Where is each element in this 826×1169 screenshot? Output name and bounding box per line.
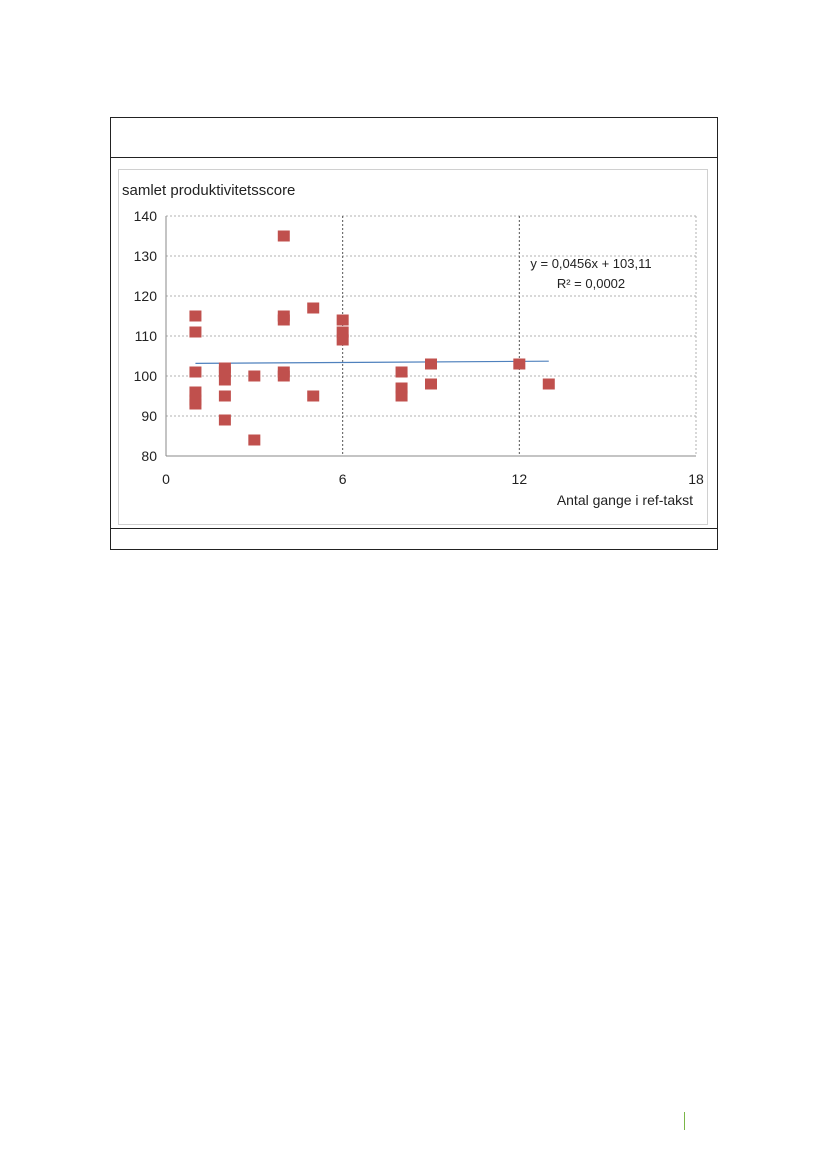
x-tick-label: 18: [688, 471, 704, 487]
data-point: [336, 314, 349, 326]
data-point: [277, 370, 290, 382]
data-point: [189, 310, 202, 322]
data-point: [336, 334, 349, 346]
figure-source-band: [111, 528, 717, 549]
x-tick-labels: 0 6 12 18: [162, 471, 704, 487]
data-point: [425, 358, 437, 370]
data-point: [277, 230, 290, 242]
chart-area: 80 90 100 110 120 130 140 0 6 12 18 samlet produk…: [118, 169, 708, 525]
data-point: [218, 366, 231, 378]
figure-frame: 80 90 100 110 120 130 140 0 6 12 18 samlet produk…: [110, 117, 718, 550]
data-point: [189, 366, 202, 378]
data-point: [248, 370, 261, 382]
y-tick-label: 120: [134, 288, 158, 304]
data-points: [189, 230, 555, 446]
data-point: [395, 366, 408, 378]
data-point: [189, 398, 202, 410]
y-tick-label: 140: [134, 208, 158, 224]
y-tick-labels: 80 90 100 110 120 130 140: [134, 208, 158, 464]
data-point: [218, 414, 231, 426]
y-tick-label: 90: [141, 408, 157, 424]
data-point: [307, 390, 320, 402]
chart-background: [118, 169, 708, 525]
data-point: [336, 326, 349, 338]
x-tick-label: 6: [339, 471, 347, 487]
data-point: [218, 390, 231, 402]
data-point: [248, 434, 261, 446]
y-tick-label: 110: [135, 328, 158, 344]
x-axis-label: Antal gange i ref-takst: [557, 492, 693, 508]
y-tick-label: 80: [141, 448, 157, 464]
data-point: [189, 326, 202, 338]
data-point: [277, 314, 290, 326]
figure-caption-band: [111, 118, 717, 158]
y-tick-label: 100: [134, 368, 158, 384]
data-point: [307, 302, 320, 314]
y-tick-label: 130: [134, 248, 158, 264]
data-point: [395, 382, 408, 394]
page-margin-mark: [684, 1112, 685, 1130]
trendline-r-squared: R² = 0,0002: [557, 276, 625, 291]
trendline-equation: y = 0,0456x + 103,11: [530, 256, 651, 271]
trendline: [195, 360, 549, 364]
y-axis-label: samlet produktivitetsscore: [122, 182, 295, 199]
data-point: [542, 378, 555, 390]
data-point: [425, 378, 437, 390]
scatter-chart: 80 90 100 110 120 130 140 0 6 12 18 samlet produk…: [118, 169, 708, 525]
x-tick-label: 12: [512, 471, 528, 487]
data-point: [395, 390, 408, 402]
x-tick-label: 0: [162, 471, 170, 487]
data-point: [513, 358, 526, 370]
data-point: [189, 386, 202, 398]
data-point: [218, 374, 231, 386]
